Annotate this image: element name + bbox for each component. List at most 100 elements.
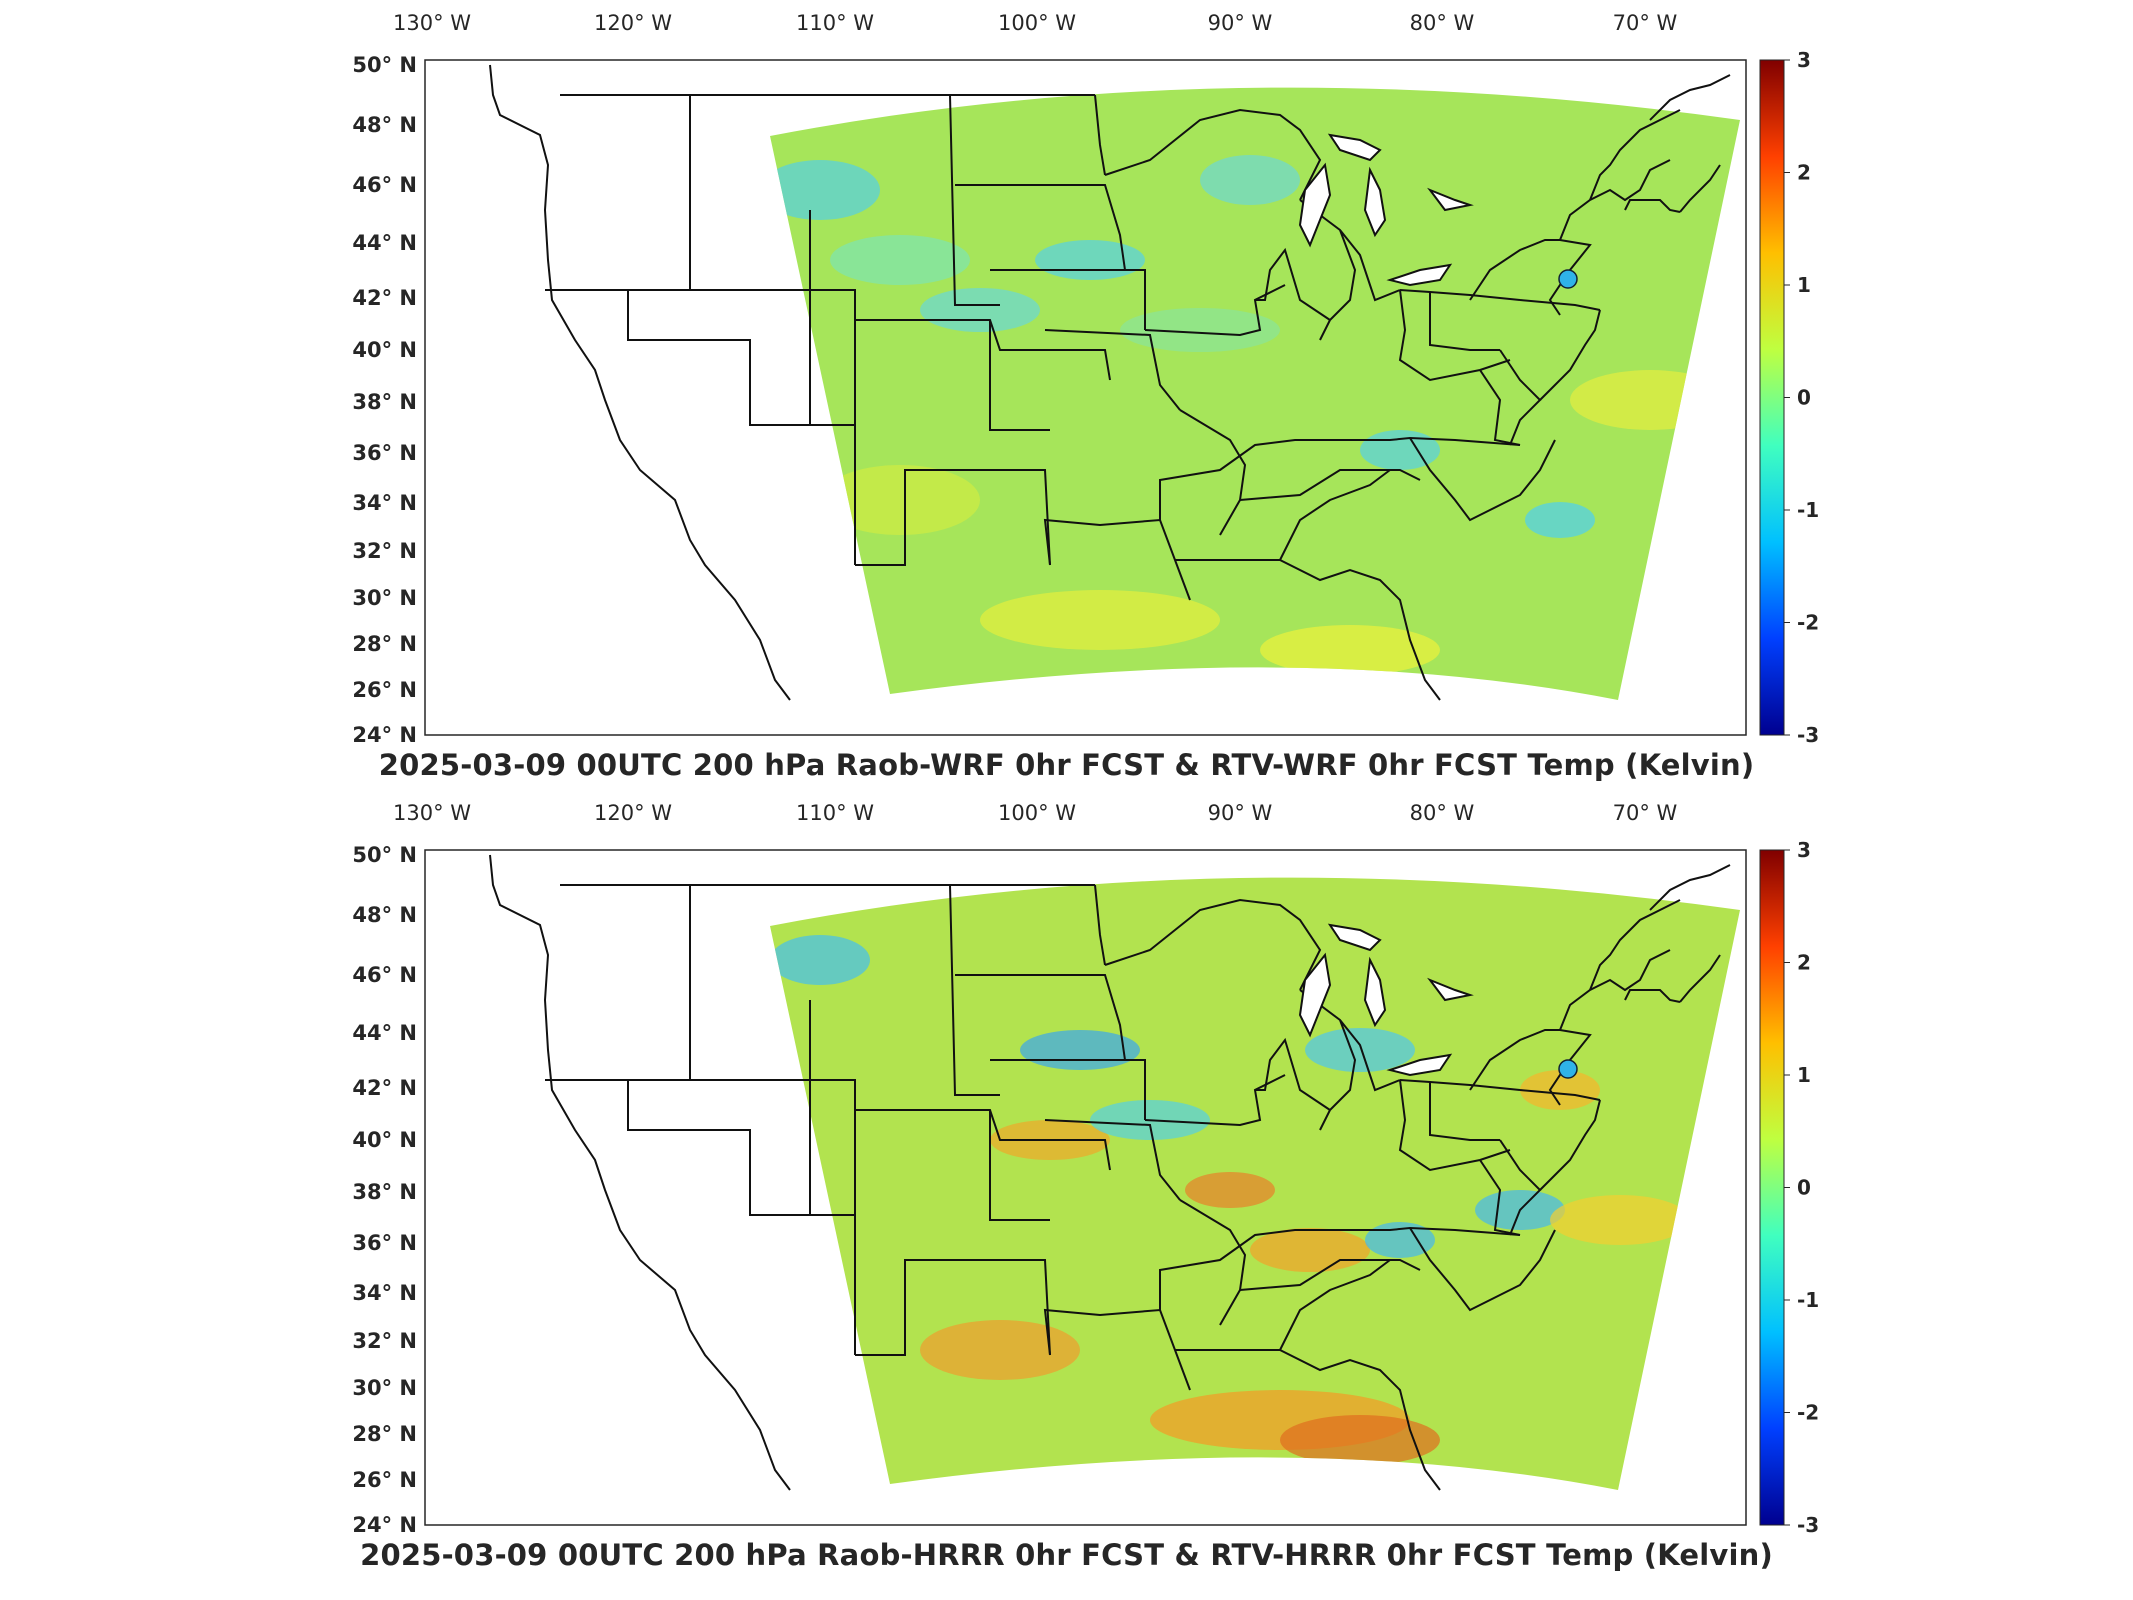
longitude-axis: 130° W 120° W 110° W 100° W 90° W 80° W 70° W — [393, 801, 1678, 825]
boundary-line — [750, 1079, 1111, 1355]
colorbar-tick-label: 3 — [1797, 838, 1811, 862]
lat-tick-label: 36° N — [352, 441, 417, 465]
top-map-panel: 130° W 120° W 110° W 100° W 90° W 80° W 70° W … — [352, 11, 1819, 782]
boundary-line — [1299, 989, 1401, 1131]
bottom-map-panel: 130° W 120° W 110° W 100° W 90° W 80° W 70° W … — [0, 790, 2133, 1590]
longitude-axis: 130° W 120° W 110° W 100° W 90° W 80° W 70° W — [393, 11, 1678, 35]
lon-tick-label: 100° W — [998, 11, 1076, 35]
boundary-line — [1299, 199, 1401, 341]
top-map: 130° W 120° W 110° W 100° W 90° W 80° W 70° W … — [352, 11, 1819, 747]
colorbar-tick-label: 1 — [1797, 1063, 1811, 1087]
boundary-line — [560, 94, 1095, 306]
lake-outline — [1298, 162, 1332, 248]
field-anomaly — [820, 465, 980, 535]
field-anomaly — [1120, 308, 1280, 352]
state-boundaries — [489, 64, 1731, 701]
colorbar-tick-label: 0 — [1797, 386, 1811, 410]
boundary-line — [750, 289, 1111, 565]
lon-tick-label: 110° W — [796, 801, 874, 825]
boundary-line — [1255, 247, 1521, 321]
field-anomaly — [920, 1320, 1080, 1380]
boundary-line — [1398, 1079, 1511, 1172]
field-anomaly — [1550, 1195, 1690, 1245]
lat-tick-label: 42° N — [352, 286, 417, 310]
lon-tick-label: 120° W — [594, 801, 672, 825]
lake-outline — [1427, 187, 1474, 212]
lat-tick-label: 36° N — [352, 1231, 417, 1255]
lat-tick-label: 24° N — [352, 723, 417, 747]
lat-tick-label: 28° N — [352, 1422, 417, 1446]
field-anomaly — [1520, 1070, 1600, 1110]
field-anomaly — [1250, 1228, 1370, 1272]
raob-station-marker — [1558, 1059, 1578, 1079]
lat-tick-label: 30° N — [352, 1376, 417, 1400]
boundary-line — [1624, 989, 1681, 1003]
boundary-line — [1043, 409, 1247, 601]
boundary-line — [1104, 898, 1322, 991]
field-anomaly — [1360, 430, 1440, 470]
lat-tick-label: 40° N — [352, 338, 417, 362]
boundary-line — [560, 884, 1095, 1096]
colorbar-tick-label: 2 — [1797, 951, 1811, 975]
lake-outline — [1386, 263, 1453, 287]
boundary-line — [489, 854, 791, 1491]
colorbar-tick-label: -3 — [1797, 1513, 1819, 1537]
lat-tick-label: 44° N — [352, 1021, 417, 1045]
field-anomaly — [1185, 1172, 1275, 1208]
latitude-axis: 50° N 48° N 46° N 44° N 42° N 40° N 38° N 36° N… — [352, 843, 417, 1537]
lon-tick-label: 100° W — [998, 801, 1076, 825]
boundary-line — [1239, 469, 1421, 561]
latitude-axis: 50° N 48° N 46° N 44° N 42° N 40° N 38° N 36° N… — [352, 53, 417, 747]
colorbar-tick-label: -2 — [1797, 1401, 1819, 1425]
boundary-line — [1409, 1227, 1556, 1312]
field-anomaly — [1305, 1028, 1415, 1072]
colorbar-tick-label: 1 — [1797, 273, 1811, 297]
bottom-map: 130° W 120° W 110° W 100° W 90° W 80° W 70° W … — [352, 801, 1819, 1537]
lake-outline — [1363, 166, 1387, 238]
lat-tick-label: 50° N — [352, 843, 417, 867]
lat-tick-label: 44° N — [352, 231, 417, 255]
boundary-line — [1649, 864, 1731, 1003]
field-anomaly — [980, 590, 1220, 650]
model-field — [770, 87, 1740, 701]
lat-tick-label: 38° N — [352, 390, 417, 414]
boundary-line — [955, 884, 1146, 1120]
lat-tick-label: 42° N — [352, 1076, 417, 1100]
panel-title: 2025-03-09 00UTC 200 hPa Raob-WRF 0hr FC… — [378, 748, 1755, 782]
colorbar-tick-label: -1 — [1797, 498, 1819, 522]
boundary-line — [955, 94, 1146, 330]
boundary-line — [1104, 108, 1322, 201]
field-anomaly — [1035, 240, 1145, 280]
boundary-line — [489, 64, 791, 701]
boundary-line — [1589, 109, 1681, 201]
boundary-line — [1159, 436, 1521, 520]
colorbar-scale — [1759, 59, 1785, 736]
boundary-line — [1159, 1226, 1521, 1310]
lat-tick-label: 48° N — [352, 113, 417, 137]
boundary-line — [1398, 289, 1511, 382]
lake-outline — [1363, 956, 1387, 1028]
lake-outline — [1386, 1053, 1453, 1077]
field-anomaly — [770, 935, 870, 985]
colorbar: 3 2 1 0 -1 -2 -3 — [1759, 48, 1819, 747]
model-field — [770, 877, 1740, 1491]
lat-tick-label: 30° N — [352, 586, 417, 610]
lon-tick-label: 80° W — [1410, 11, 1475, 35]
lon-tick-label: 110° W — [796, 11, 874, 35]
lat-tick-label: 46° N — [352, 173, 417, 197]
lon-tick-label: 130° W — [393, 11, 471, 35]
boundary-line — [1043, 1199, 1247, 1391]
lake-outline — [1427, 977, 1474, 1002]
boundary-line — [1175, 559, 1441, 701]
colorbar-tick-label: 3 — [1797, 48, 1811, 72]
lake-outline — [1298, 952, 1332, 1038]
boundary-line — [1255, 1037, 1521, 1111]
lat-tick-label: 32° N — [352, 539, 417, 563]
boundary-line — [1539, 309, 1601, 401]
boundary-line — [1239, 1259, 1421, 1351]
lat-tick-label: 38° N — [352, 1180, 417, 1204]
lake-outline — [1327, 923, 1382, 952]
lat-tick-label: 34° N — [352, 491, 417, 515]
lat-tick-label: 26° N — [352, 678, 417, 702]
field-anomaly — [770, 160, 880, 220]
